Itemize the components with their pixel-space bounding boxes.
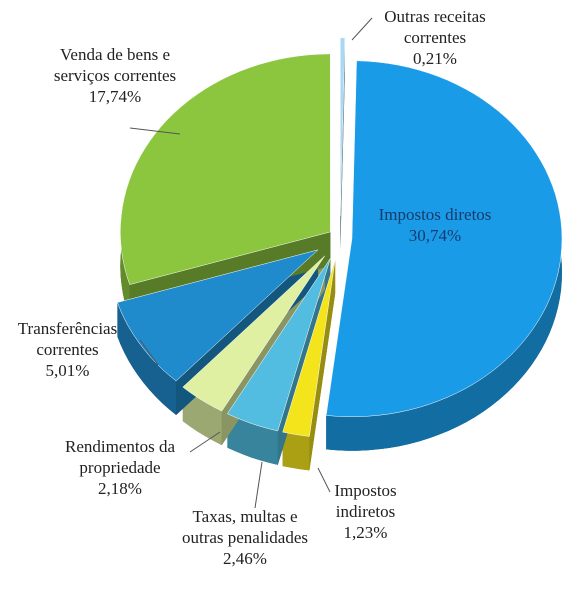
slice-label: Taxas, multas e outras penalidades 2,46%	[181, 507, 309, 568]
pie-slice	[182, 255, 325, 412]
leader-line	[254, 461, 263, 509]
pie-slice	[325, 60, 562, 417]
slice-label: Transferências correntes 5,01%	[17, 319, 118, 380]
slice-side	[227, 413, 278, 465]
leader-line	[189, 431, 221, 453]
slice-side	[282, 432, 310, 471]
slice-label: Impostos indiretos 1,23%	[334, 481, 397, 542]
pie-slice	[340, 37, 346, 216]
leader-line	[139, 339, 159, 366]
slice-label: Impostos diretos 30,74%	[378, 205, 492, 245]
leader-line	[317, 467, 331, 493]
slice-label: Venda de bens e serviços correntes 17,74%	[53, 45, 177, 106]
leader-line	[129, 127, 181, 135]
slice-side	[182, 387, 222, 446]
pie-slice	[117, 249, 319, 382]
slice-side	[117, 302, 177, 415]
slice-label: Outras receitas correntes 0,21%	[384, 7, 486, 68]
pie-slice	[120, 53, 331, 285]
slice-wall	[340, 37, 345, 250]
tops	[117, 37, 562, 437]
pie-slice	[227, 258, 331, 432]
leader-line	[351, 17, 373, 41]
pie-slice	[282, 259, 336, 437]
slice-label: Rendimentos da propriedade 2,18%	[64, 437, 175, 498]
